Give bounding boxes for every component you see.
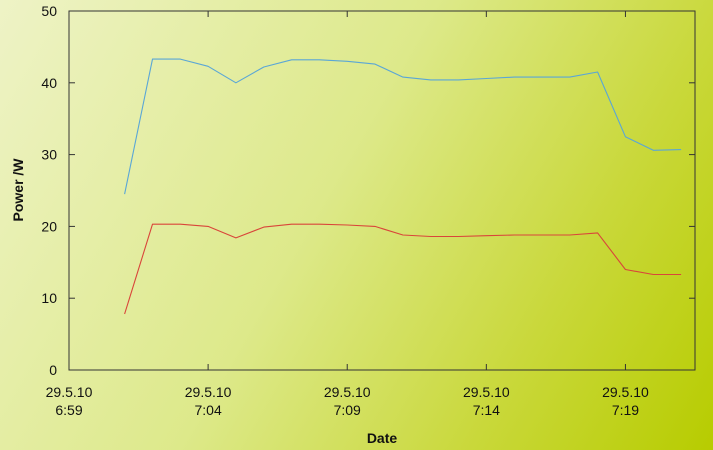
x-tick-label-date: 29.5.10 <box>324 384 371 400</box>
x-tick-label-time: 7:09 <box>334 402 361 418</box>
y-tick-label: 50 <box>41 3 57 19</box>
x-tick-label-time: 7:19 <box>612 402 639 418</box>
y-tick-label: 20 <box>41 218 57 234</box>
series-line-2 <box>124 223 682 315</box>
x-tick-label-time: 7:04 <box>194 402 221 418</box>
x-tick-label-time: 6:59 <box>55 402 82 418</box>
y-tick-label: 0 <box>49 362 57 378</box>
series-layer <box>124 58 682 315</box>
x-tick-label-date: 29.5.10 <box>602 384 649 400</box>
y-tick-label: 40 <box>41 75 57 91</box>
x-tick-label-time: 7:14 <box>473 402 500 418</box>
y-axis-title: Power /W <box>10 158 26 222</box>
series-line-1 <box>124 58 682 195</box>
plot-area <box>68 10 696 371</box>
ticks-layer: 0 10 20 30 40 50 29.5.10 6:59 29.5.10 7:04 29.5.10… <box>41 3 695 418</box>
y-tick-label: 10 <box>41 290 57 306</box>
x-tick-label-date: 29.5.10 <box>185 384 232 400</box>
x-tick-label-date: 29.5.10 <box>46 384 93 400</box>
y-tick-label: 30 <box>41 147 57 163</box>
x-axis-title: Date <box>367 430 398 446</box>
x-tick-label-date: 29.5.10 <box>463 384 510 400</box>
